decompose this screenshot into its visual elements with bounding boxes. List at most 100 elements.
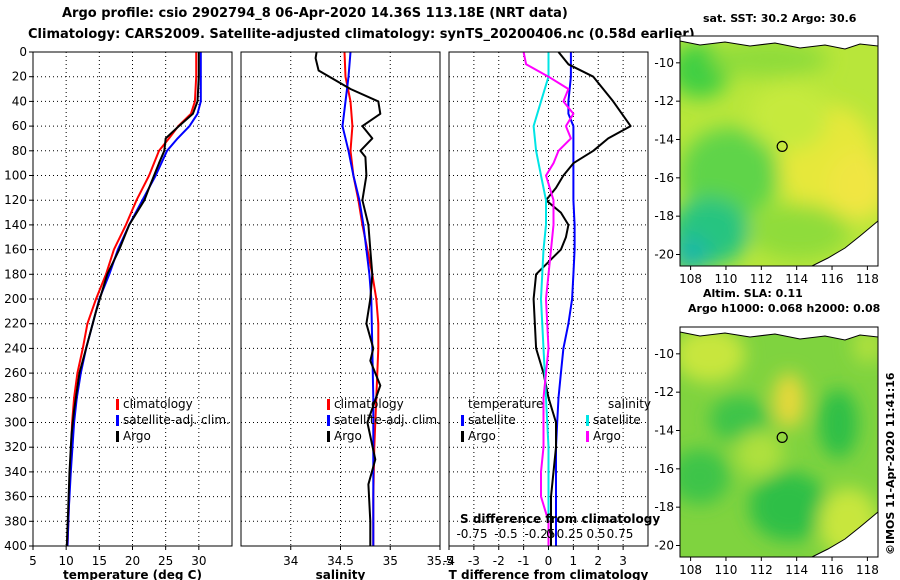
map-bottom-title-1: Altim. SLA: 0.11 [703, 287, 803, 300]
map-y-tick-label: -16 [654, 171, 674, 185]
y-tick-label: 240 [4, 341, 27, 355]
map-x-tick-label: 116 [821, 272, 844, 286]
x-tick-label: 15 [92, 554, 107, 568]
map-y-tick-label: -14 [654, 133, 674, 147]
y-tick-label: 340 [4, 465, 27, 479]
top-axis-tick-label: -0.25 [524, 527, 555, 541]
top-axis-tick-label: 0.25 [557, 527, 584, 541]
top-axis-tick-label: -0.75 [456, 527, 487, 541]
title-line-2: Climatology: CARS2009. Satellite-adjuste… [28, 27, 695, 42]
x-tick-label: 0 [545, 554, 553, 568]
map-x-tick-label: 112 [750, 563, 773, 577]
y-tick-label: 260 [4, 366, 27, 380]
top-axis-tick-label: 0.5 [586, 527, 605, 541]
plot-frame [32, 51, 233, 547]
imos-stamp: ©IMOS 11-Apr-2020 11:41:16 [884, 372, 897, 555]
series-line-satellite-adj-clim- [66, 52, 202, 547]
legend-swatch [327, 399, 330, 410]
map-coastline-south [811, 220, 878, 266]
x-tick-label: 35 [383, 554, 398, 568]
map-x-tick-label: 118 [856, 563, 879, 577]
legend-temperature: climatology satellite-adj. clim. Argo [116, 397, 230, 443]
legend-title-salinity: salinity [608, 397, 651, 411]
top-axis-label: S difference from climatology [460, 512, 660, 526]
title-line-1: Argo profile: csio 2902794_8 06-Apr-2020… [62, 6, 568, 21]
map-x-tick-label: 108 [679, 272, 702, 286]
map-panel: 108 110 112 114 116 118 -10 -12 -14 -16 -18 -20 [654, 326, 879, 577]
legend-label: satellite-adj. clim. [123, 413, 230, 427]
map-coastline-north [680, 327, 878, 341]
map-x-tick-label: 116 [821, 563, 844, 577]
x-tick-label: -3 [468, 554, 480, 568]
map-blob [818, 389, 859, 459]
map-blob [680, 128, 779, 220]
map-y-tick-label: -20 [654, 539, 674, 553]
legend-label: satellite [593, 413, 641, 427]
x-tick-label: 3 [619, 554, 627, 568]
series-line-s-satellite [532, 52, 550, 546]
top-axis-tick-label: 0.75 [607, 527, 634, 541]
argo-location-marker [776, 431, 788, 443]
top-axis-tick-label: -0.5 [494, 527, 517, 541]
map-coastline-north [680, 36, 878, 50]
map-panel: 108 110 112 114 116 118 -10 -12 -14 -16 -18 -20 [654, 35, 879, 286]
y-tick-label: 220 [4, 317, 27, 331]
legend-label: climatology [123, 397, 193, 411]
x-axis-label: temperature (deg C) [63, 568, 202, 580]
y-tick-label: 180 [4, 267, 27, 281]
top-axis-tick-label: 0 [546, 527, 554, 541]
map-y-tick-label: -18 [654, 500, 674, 514]
chart-difference: -4 -3 -2 -1 0 1 2 3T difference from climatolog… [443, 51, 649, 580]
y-tick-label: 60 [12, 119, 27, 133]
legend-swatch [116, 415, 119, 426]
map-frame [679, 326, 879, 558]
y-tick-label: 160 [4, 243, 27, 257]
x-tick-label: 34.5 [327, 554, 354, 568]
x-tick-label: -1 [518, 554, 530, 568]
y-tick-label: 200 [4, 292, 27, 306]
legend-title-temperature: temperature [468, 397, 543, 411]
series-line-argo [314, 51, 382, 546]
map-blob [773, 373, 805, 429]
x-tick-label: 2 [594, 554, 602, 568]
map-y-tick-label: -12 [654, 94, 674, 108]
legend-label: Argo [468, 429, 496, 443]
map-blob [680, 236, 710, 266]
series-line-s-argo [522, 51, 575, 546]
map-y-tick-label: -12 [654, 385, 674, 399]
x-axis-label: T difference from climatology [449, 568, 649, 580]
map-y-tick-label: -14 [654, 424, 674, 438]
legend-swatch [461, 431, 464, 442]
y-tick-label: 360 [4, 490, 27, 504]
y-tick-label: 400 [4, 539, 27, 553]
map-y-tick-label: -20 [654, 248, 674, 262]
map-blobs [680, 327, 878, 557]
legend-swatch [461, 415, 464, 426]
legend-label: climatology [334, 397, 404, 411]
x-tick-label: 35.5 [427, 554, 454, 568]
legend-label: Argo [123, 429, 151, 443]
map-y-tick-label: -10 [654, 347, 674, 361]
legend-swatch [586, 415, 589, 426]
legend-swatch [116, 399, 119, 410]
map-blob [709, 40, 829, 78]
plot-frame [240, 51, 441, 547]
x-tick-label: 30 [191, 554, 206, 568]
series-line-t-argo [532, 51, 632, 546]
map-top-title: sat. SST: 30.2 Argo: 30.6 [703, 12, 857, 25]
legend-swatch [327, 431, 330, 442]
y-tick-label: 380 [4, 514, 27, 528]
map-field [680, 327, 878, 557]
x-tick-label: 34 [283, 554, 298, 568]
series-line-argo [65, 52, 200, 547]
legend-swatch [327, 415, 330, 426]
map-x-tick-label: 110 [715, 272, 738, 286]
legend-label: satellite [468, 413, 516, 427]
chart-salinity: 34 34.5 35 35.5 salinity [240, 51, 454, 580]
x-tick-label: 5 [29, 554, 37, 568]
map-blob [749, 471, 829, 541]
x-tick-label: 1 [570, 554, 578, 568]
